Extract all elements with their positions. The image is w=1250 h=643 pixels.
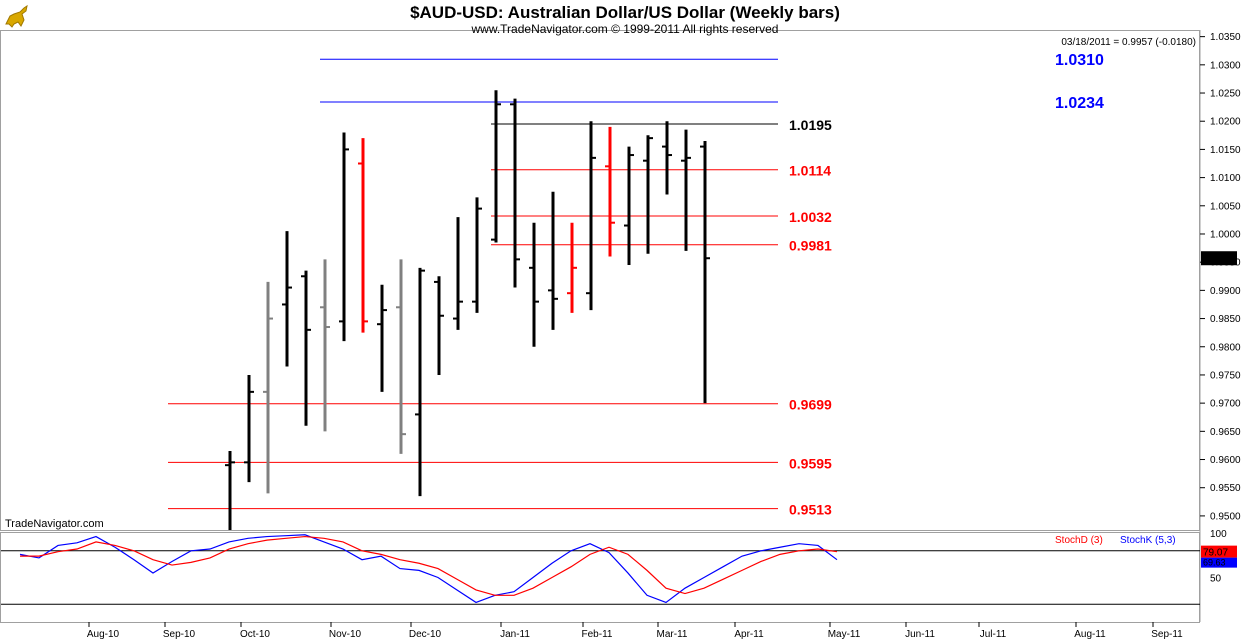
ohlc-bar (681, 129, 691, 251)
y-tick-label: 0.9550 (1210, 483, 1241, 494)
x-tick-label: Oct-10 (240, 629, 270, 640)
chart-title: $AUD-USD: Australian Dollar/US Dollar (W… (410, 3, 840, 22)
y-tick-label: 1.0000 (1210, 229, 1241, 240)
level-label: 0.9699 (789, 397, 832, 413)
stoch-y-label: 50 (1210, 574, 1222, 585)
level-label: 0.9595 (789, 455, 832, 471)
ohlc-bar (529, 222, 539, 347)
y-tick-label: 0.9750 (1210, 370, 1241, 381)
ohlc-bar (415, 267, 425, 497)
x-tick-label: Aug-10 (87, 629, 120, 640)
level-label: 0.9981 (789, 238, 832, 254)
ohlc-bar (301, 270, 311, 426)
x-tick-label: Mar-11 (657, 629, 688, 640)
ohlc-bar (548, 191, 558, 330)
stochK-value-box (1201, 557, 1237, 568)
quote-readout: 03/18/2011 = 0.9957 (-0.0180) (1061, 37, 1196, 48)
x-tick-label: Jun-11 (905, 629, 935, 640)
ohlc-bar (244, 374, 254, 483)
ohlc-bar (263, 281, 273, 494)
ohlc-bar (586, 121, 596, 311)
level-label: 1.0310 (1055, 52, 1104, 69)
ohlc-bar (320, 259, 330, 432)
x-tick-label: Nov-10 (329, 629, 362, 640)
y-tick-label: 0.9600 (1210, 455, 1241, 466)
ohlc-bar (643, 135, 653, 254)
y-tick-label: 1.0150 (1210, 145, 1241, 156)
y-tick-label: 1.0350 (1210, 32, 1241, 43)
y-tick-label: 1.0250 (1210, 89, 1241, 100)
last-price-label: 0.9957 (1203, 254, 1234, 265)
date-axis: Aug-10 Sep-10 Oct-10 Nov-10 Dec-10 Jan-11 Feb-… (87, 622, 1183, 640)
x-tick-label: Jul-11 (980, 629, 1007, 640)
ohlc-bar (396, 259, 406, 454)
y-tick-label: 1.0300 (1210, 60, 1241, 71)
ohlc-bar (377, 284, 387, 392)
price-axis: 1.0350 1.0300 1.0250 1.0200 1.0150 1.0100 1.00… (1200, 32, 1241, 522)
y-tick-label: 0.9500 (1210, 511, 1241, 522)
x-tick-label: May-11 (828, 629, 861, 640)
ohlc-bar (282, 231, 292, 367)
level-label: 1.0234 (1055, 95, 1104, 112)
ohlc-bar (510, 98, 520, 288)
price-panel-frame (0, 30, 1200, 531)
y-tick-label: 0.9900 (1210, 286, 1241, 297)
ohlc-bar (567, 222, 577, 313)
ohlc-bars (225, 90, 710, 530)
ohlc-bar (434, 276, 444, 375)
chart-subtitle: www.TradeNavigator.com © 1999-2011 All r… (471, 22, 779, 36)
ohlc-bar (491, 90, 501, 243)
y-tick-label: 1.0200 (1210, 117, 1241, 128)
level-label: 1.0195 (789, 117, 832, 133)
x-tick-label: Dec-10 (409, 629, 442, 640)
level-label: 1.0032 (789, 209, 832, 225)
y-tick-label: 0.9700 (1210, 399, 1241, 410)
ohlc-bar (225, 451, 235, 530)
y-tick-label: 1.0100 (1210, 173, 1241, 184)
stochK-legend: StochK (5,3) (1120, 535, 1176, 546)
ohlc-bar (605, 126, 615, 257)
x-tick-label: Sep-11 (1151, 629, 1183, 640)
level-label: 1.0114 (789, 163, 831, 179)
y-tick-label: 1.0050 (1210, 201, 1241, 212)
x-tick-label: Feb-11 (582, 629, 613, 640)
stochD-value-box (1201, 545, 1237, 558)
watermark: TradeNavigator.com (5, 518, 104, 530)
stochD-line (20, 535, 838, 596)
ohlc-bar (472, 197, 482, 313)
x-tick-label: Aug-11 (1074, 629, 1106, 640)
stochK-value: 69.63 (1203, 558, 1226, 568)
y-tick-label: 0.9850 (1210, 314, 1241, 325)
ohlc-bar (339, 132, 349, 342)
ohlc-bar (624, 146, 634, 265)
level-label: 0.9513 (789, 502, 832, 518)
x-tick-label: Jan-11 (500, 629, 530, 640)
level-lines: 1.0310 1.0234 1.0195 1.0114 1.0032 0.9981 0.96… (168, 52, 1104, 518)
ohlc-bar (453, 217, 463, 330)
stoch-y-label: 100 (1210, 529, 1227, 540)
y-tick-label: 0.9800 (1210, 342, 1241, 353)
y-tick-label: 0.9650 (1210, 427, 1241, 438)
stochK-line (19, 534, 838, 604)
ohlc-bar (358, 138, 368, 333)
stochD-legend: StochD (3) (1055, 535, 1103, 546)
x-tick-label: Sep-10 (163, 629, 196, 640)
bull-icon (2, 2, 30, 30)
stochD-value: 79.07 (1203, 548, 1228, 559)
last-price-box (1201, 251, 1237, 266)
ohlc-bar (700, 140, 710, 404)
x-tick-label: Apr-11 (734, 629, 764, 640)
ohlc-bar (662, 121, 672, 195)
stoch-panel-frame (0, 532, 1200, 623)
